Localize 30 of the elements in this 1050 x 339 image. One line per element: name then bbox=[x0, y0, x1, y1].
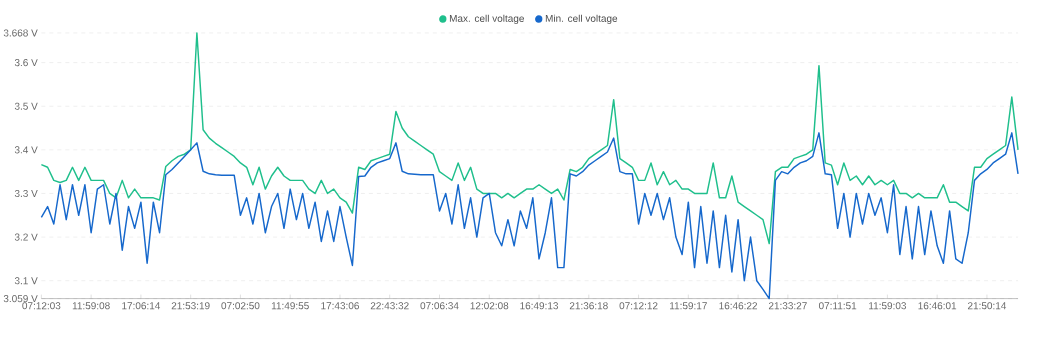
x-tick-label: 11:49:55 bbox=[271, 302, 309, 310]
legend-label: Min. cell voltage bbox=[545, 14, 618, 25]
x-tick-label: 16:49:13 bbox=[520, 302, 559, 310]
x-tick-label: 07:11:51 bbox=[818, 302, 857, 310]
x-tick-label: 12:02:08 bbox=[470, 302, 509, 310]
x-tick-label: 11:59:08 bbox=[72, 302, 110, 310]
x-tick-label: 11:59:03 bbox=[869, 302, 907, 310]
x-tick-label: 16:46:01 bbox=[918, 302, 957, 310]
y-tick-label: 3.3 V bbox=[14, 190, 38, 198]
x-tick-label: 17:06:14 bbox=[122, 302, 161, 310]
x-tick-label: 21:50:14 bbox=[967, 302, 1007, 310]
x-tick-label: 07:12:12 bbox=[619, 302, 658, 310]
y-tick-label: 3.5 V bbox=[14, 102, 38, 110]
x-tick-label: 17:43:06 bbox=[321, 302, 359, 310]
y-tick-label: 3.1 V bbox=[14, 277, 38, 285]
y-tick-label: 3.2 V bbox=[14, 233, 38, 241]
y-tick-label: 3.059 V bbox=[3, 295, 38, 303]
x-tick-label: 22:43:32 bbox=[370, 302, 409, 310]
x-tick-label: 07:12:03 bbox=[22, 302, 61, 310]
y-tick-label: 3.4 V bbox=[14, 146, 38, 154]
legend-label: Max. cell voltage bbox=[449, 14, 524, 25]
x-tick-label: 07:06:34 bbox=[420, 302, 459, 310]
x-tick-label: 21:36:18 bbox=[569, 302, 608, 310]
x-tick-label: 21:33:27 bbox=[768, 302, 807, 310]
x-tick-label: 11:59:17 bbox=[670, 302, 707, 310]
y-tick-label: 3.668 V bbox=[3, 29, 38, 37]
y-tick-label: 3.6 V bbox=[14, 59, 38, 67]
x-tick-label: 16:46:22 bbox=[719, 302, 758, 310]
x-tick-label: 07:02:50 bbox=[221, 302, 260, 310]
x-tick-label: 21:53:19 bbox=[171, 302, 210, 310]
